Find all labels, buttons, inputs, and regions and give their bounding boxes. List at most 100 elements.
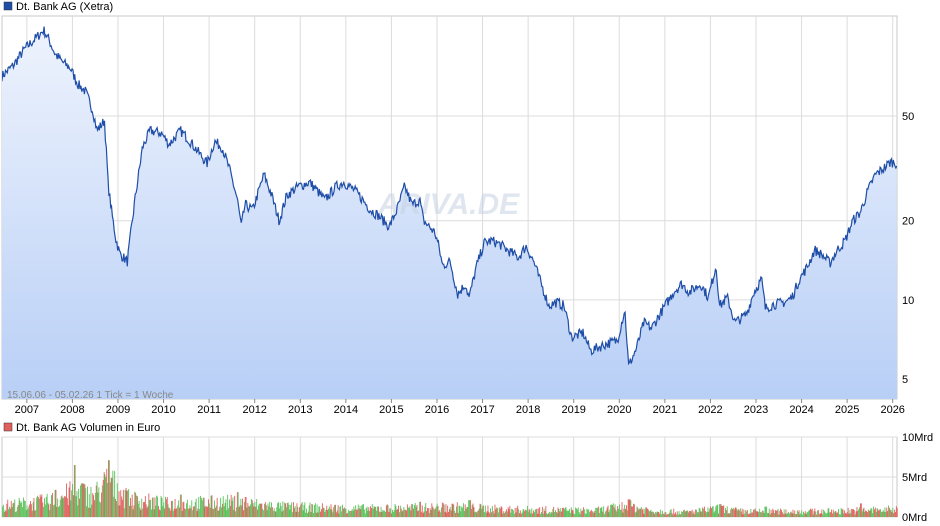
volume-bar [571, 509, 573, 517]
volume-bar [433, 508, 435, 517]
volume-bar [661, 510, 663, 517]
volume-bar [217, 511, 219, 517]
volume-bar [75, 496, 77, 517]
volume-bar [790, 511, 792, 517]
volume-bar [701, 511, 703, 517]
volume-bar [18, 497, 20, 517]
volume-bar [545, 506, 547, 517]
volume-bar [749, 513, 751, 517]
volume-bar [245, 497, 247, 517]
volume-bar [468, 500, 470, 517]
volume-bar [872, 513, 874, 517]
volume-bar [414, 503, 416, 517]
volume-bar [755, 511, 757, 517]
volume-bar [106, 468, 108, 517]
volume-bar [820, 513, 822, 517]
volume-bar [314, 505, 315, 517]
volume-bar [718, 513, 719, 517]
volume-bar [809, 509, 810, 517]
volume-bar [696, 509, 697, 517]
y-tick-label: 20 [902, 216, 914, 228]
volume-bar [35, 510, 37, 517]
volume-bar [498, 507, 500, 517]
volume-bar [58, 506, 59, 517]
volume-bar [165, 499, 167, 517]
volume-bar [804, 511, 806, 517]
volume-bar [523, 509, 525, 517]
volume-bar [719, 504, 721, 517]
volume-bar [238, 506, 240, 517]
volume-bar [708, 511, 710, 517]
volume-bar [120, 490, 122, 517]
volume-bar [881, 511, 883, 517]
volume-bar [230, 494, 232, 517]
volume-bar [104, 474, 106, 517]
volume-bar [580, 508, 582, 517]
volume-bar [256, 499, 258, 517]
volume-bar [186, 503, 187, 517]
volume-bar [24, 501, 26, 517]
volume-bar [397, 509, 399, 517]
volume-bar [6, 503, 8, 517]
volume-bar [747, 514, 749, 517]
volume-bar [136, 495, 137, 517]
volume-bar [111, 477, 113, 517]
volume-bar [37, 495, 38, 517]
volume-bar [842, 509, 844, 517]
volume-bar [782, 512, 783, 517]
volume-bar [222, 496, 224, 517]
volume-bar [532, 513, 534, 517]
volume-bar [391, 513, 392, 517]
volume-bar [733, 509, 735, 517]
volume-bar [303, 504, 305, 517]
volume-bar [2, 506, 3, 517]
volume-bar [770, 509, 772, 517]
volume-bar [534, 509, 536, 517]
volume-bar [388, 511, 390, 517]
volume-bar [542, 513, 544, 517]
volume-bar [5, 511, 7, 517]
volume-bar [690, 511, 692, 517]
volume-bar [125, 488, 127, 517]
volume-bar [470, 508, 472, 517]
volume-bar [78, 488, 80, 517]
volume-bar [463, 503, 464, 517]
volume-bar [145, 504, 147, 517]
volume-bar [147, 505, 149, 517]
x-tick-label: 2022 [698, 404, 722, 416]
volume-bar [271, 507, 273, 517]
volume-bar [178, 500, 180, 517]
volume-bar [326, 505, 328, 517]
volume-bar [315, 512, 317, 517]
volume-bar [160, 495, 162, 517]
volume-bar [416, 504, 418, 517]
volume-bar [808, 510, 810, 517]
volume-bar [717, 504, 718, 517]
volume-bar [845, 513, 846, 517]
volume-bar [664, 512, 666, 517]
volume-bar [827, 508, 829, 517]
volume-bar [525, 509, 527, 517]
volume-bar [371, 504, 373, 517]
volume-bar [838, 514, 840, 517]
volume-bar [826, 512, 828, 517]
volume-bar [497, 508, 499, 517]
volume-bar [565, 507, 567, 517]
volume-bar [518, 509, 520, 517]
volume-bar [698, 507, 700, 517]
volume-bar [278, 508, 280, 517]
volume-bar [765, 506, 767, 517]
volume-bar [452, 503, 454, 517]
volume-bar [208, 503, 210, 517]
volume-bar [50, 503, 52, 517]
volume-bar [686, 510, 688, 517]
volume-bar [892, 507, 894, 517]
volume-bar [170, 510, 172, 517]
volume-bar [680, 514, 682, 517]
volume-bar [300, 503, 302, 517]
volume-bar [321, 509, 322, 517]
volume-bar [128, 489, 130, 517]
volume-bar [510, 512, 512, 517]
volume-bar [818, 513, 820, 517]
volume-bar [348, 509, 350, 517]
